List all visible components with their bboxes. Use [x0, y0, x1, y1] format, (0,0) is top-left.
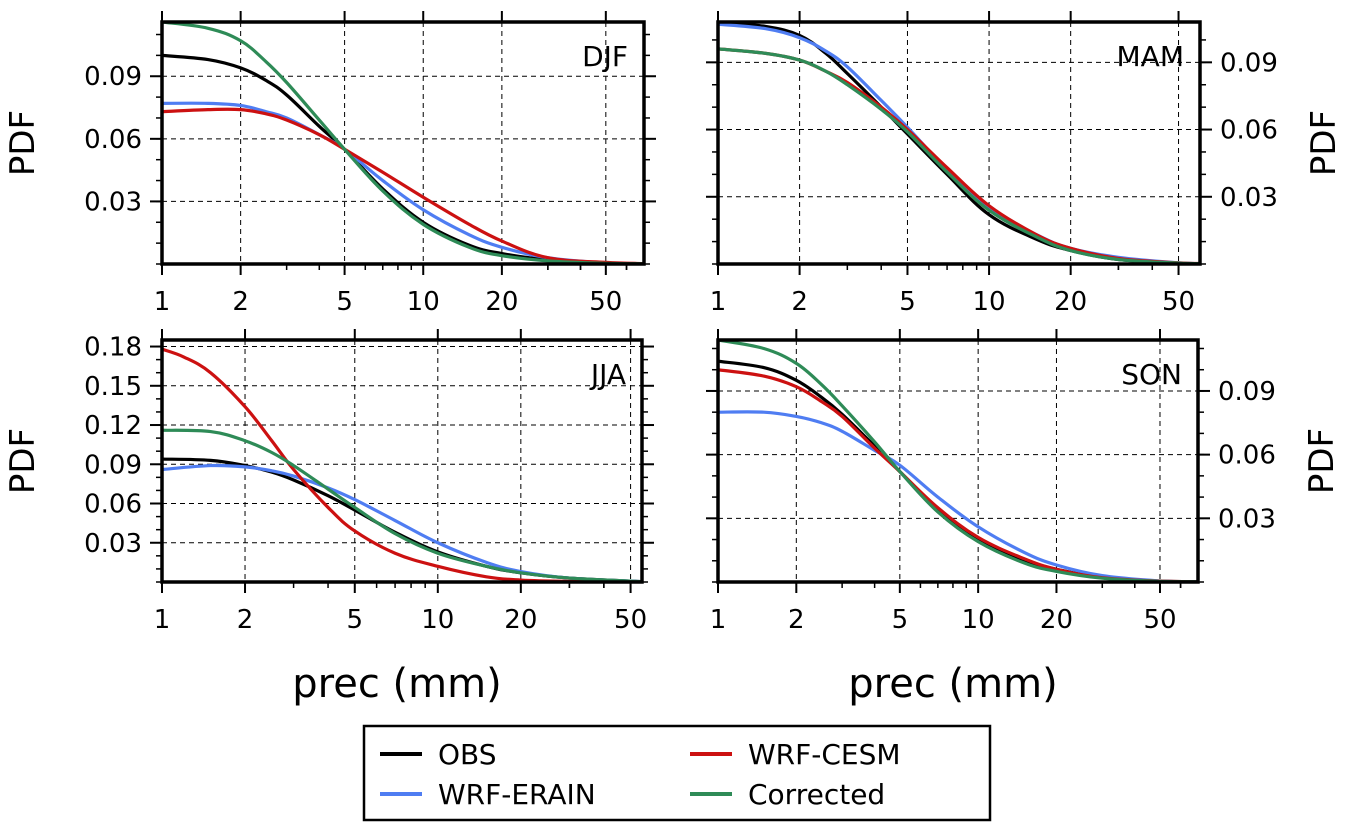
grid-mam: [718, 22, 1200, 264]
series-line-obs: [162, 457, 642, 582]
y-tick-label: 0.03: [84, 529, 142, 559]
panel-mam: 1 2 5 10 20 50 0.03 0.06 0.09 MAM PDF: [706, 11, 1344, 317]
legend-label: OBS: [438, 738, 497, 771]
grid-son: [718, 340, 1198, 582]
y-axis-label: PDF: [1304, 110, 1344, 176]
x-tick-label: 5: [892, 605, 909, 635]
series-mam: [718, 22, 1200, 264]
x-tick-label: 1: [154, 287, 171, 317]
panel-son: 1 2 5 10 20 50 0.03 0.06 0.09 SON PDF prec (mm): [706, 329, 1342, 707]
panel-label-son: SON: [1121, 358, 1182, 391]
series-line-obs: [718, 359, 1198, 582]
x-tick-label: 10: [962, 605, 995, 635]
series-line-wrf-cesm: [162, 347, 642, 582]
plot-frame-jja: [160, 338, 644, 584]
y-tick-label: 0.06: [84, 490, 142, 520]
legend-item-corrected: Corrected: [690, 778, 885, 811]
x-tick-label: 2: [788, 605, 805, 635]
series-line-wrf-cesm: [162, 107, 644, 264]
y-axis-label: PDF: [1302, 428, 1342, 494]
legend-item-wrf-cesm: WRF-CESM: [690, 738, 901, 771]
legend-label: Corrected: [748, 778, 885, 811]
grid-djf: [162, 22, 644, 264]
panel-djf: 1 2 5 10 20 50 0.03 0.06 0.09 DJF PDF: [3, 11, 656, 317]
x-tick-label: 10: [421, 605, 454, 635]
series-line-corrected: [162, 428, 642, 582]
x-tick-label: 10: [973, 287, 1006, 317]
x-tick-label: 1: [710, 287, 727, 317]
y-tick-label: 0.03: [84, 187, 142, 217]
y-tick-label: 0.03: [1218, 504, 1276, 534]
x-axis-label: prec (mm): [848, 661, 1057, 707]
x-tick-label: 5: [336, 287, 353, 317]
panel-jja: 1 2 5 10 20 50 0.03 0.06 0.09 0.12 0.15 0.18 JJA PDF p…: [3, 329, 654, 707]
x-tick-label: 20: [485, 287, 518, 317]
y-axis-label: PDF: [3, 428, 43, 494]
series-jja: [162, 347, 642, 582]
x-tick-label: 20: [504, 605, 537, 635]
x-tick-label: 50: [614, 605, 647, 635]
series-line-wrf-cesm: [718, 368, 1198, 582]
y-tick-label: 0.03: [1220, 183, 1278, 213]
ticks-son: 1 2 5 10 20 50 0.03 0.06 0.09: [706, 329, 1276, 635]
panel-label-jja: JJA: [589, 358, 626, 391]
y-tick-label: 0.09: [1220, 48, 1278, 78]
y-tick-label: 0.06: [84, 125, 142, 155]
ticks-djf: 1 2 5 10 20 50 0.03 0.06 0.09: [84, 11, 656, 317]
legend-item-obs: OBS: [380, 738, 497, 771]
x-tick-label: 1: [154, 605, 171, 635]
x-tick-label: 2: [232, 287, 249, 317]
x-tick-label: 50: [1143, 605, 1176, 635]
legend-label: WRF-CESM: [748, 738, 901, 771]
grid-jja: [162, 340, 642, 582]
x-tick-label: 5: [899, 287, 916, 317]
y-tick-label: 0.09: [84, 62, 142, 92]
x-tick-label: 20: [1054, 287, 1087, 317]
legend-box: [362, 724, 992, 822]
x-tick-label: 1: [710, 605, 727, 635]
x-tick-label: 50: [589, 287, 622, 317]
series-son: [718, 340, 1198, 582]
y-tick-label: 0.06: [1220, 116, 1278, 146]
legend-label: WRF-ERAIN: [438, 778, 596, 811]
x-tick-label: 2: [791, 287, 808, 317]
legend: OBS WRF-ERAIN WRF-CESM Corrected: [362, 724, 992, 822]
y-axis-label: PDF: [3, 110, 43, 176]
series-line-wrf-cesm: [718, 47, 1200, 264]
x-axis-label: prec (mm): [292, 661, 501, 707]
x-tick-label: 20: [1040, 605, 1073, 635]
x-tick-label: 2: [237, 605, 254, 635]
plot-frame-son: [716, 338, 1200, 584]
y-tick-label: 0.09: [84, 450, 142, 480]
ticks-jja: 1 2 5 10 20 50 0.03 0.06 0.09 0.12 0.15 0.18: [84, 329, 654, 635]
y-tick-label: 0.09: [1218, 377, 1276, 407]
y-tick-label: 0.06: [1218, 441, 1276, 471]
y-tick-label: 0.15: [84, 372, 142, 402]
y-tick-label: 0.18: [84, 333, 142, 363]
x-tick-label: 5: [347, 605, 364, 635]
panel-label-mam: MAM: [1117, 40, 1184, 73]
legend-item-wrf-erain: WRF-ERAIN: [380, 778, 596, 811]
series-line-corrected: [162, 22, 644, 264]
series-line-obs: [162, 53, 644, 264]
panels: 1 2 5 10 20 50 0.03 0.06 0.09 DJF PDF 1 2 5 10 20 50 0.03…: [3, 11, 1344, 707]
x-tick-label: 10: [407, 287, 440, 317]
series-line-wrf-erain: [718, 410, 1198, 582]
x-tick-label: 50: [1162, 287, 1195, 317]
series-djf: [162, 22, 644, 264]
series-line-wrf-erain: [162, 463, 642, 582]
plot-frame-mam: [716, 20, 1202, 266]
ticks-mam: 1 2 5 10 20 50 0.03 0.06 0.09: [706, 11, 1278, 317]
panel-label-djf: DJF: [582, 40, 628, 73]
plot-frame-djf: [160, 20, 646, 266]
y-tick-label: 0.12: [84, 411, 142, 441]
series-line-corrected: [718, 47, 1200, 264]
series-line-corrected: [718, 340, 1198, 582]
